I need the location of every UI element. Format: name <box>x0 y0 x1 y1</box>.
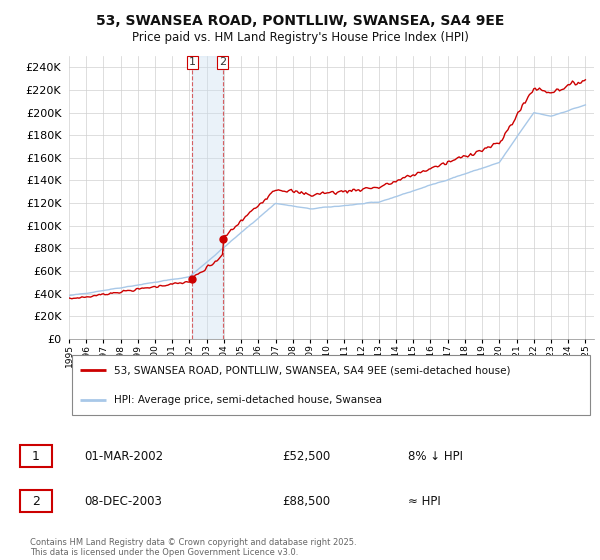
Text: Price paid vs. HM Land Registry's House Price Index (HPI): Price paid vs. HM Land Registry's House … <box>131 31 469 44</box>
Text: £52,500: £52,500 <box>282 450 330 463</box>
Text: 1: 1 <box>189 58 196 67</box>
Text: £88,500: £88,500 <box>282 494 330 508</box>
Text: 1: 1 <box>32 450 40 463</box>
Text: 2: 2 <box>219 58 226 67</box>
Text: 2: 2 <box>32 494 40 508</box>
Text: 53, SWANSEA ROAD, PONTLLIW, SWANSEA, SA4 9EE: 53, SWANSEA ROAD, PONTLLIW, SWANSEA, SA4… <box>96 14 504 28</box>
Text: 01-MAR-2002: 01-MAR-2002 <box>84 450 163 463</box>
FancyBboxPatch shape <box>71 356 590 414</box>
Text: Contains HM Land Registry data © Crown copyright and database right 2025.
This d: Contains HM Land Registry data © Crown c… <box>30 538 356 557</box>
Text: ≈ HPI: ≈ HPI <box>408 494 441 508</box>
Text: 8% ↓ HPI: 8% ↓ HPI <box>408 450 463 463</box>
FancyBboxPatch shape <box>20 490 52 512</box>
Text: 53, SWANSEA ROAD, PONTLLIW, SWANSEA, SA4 9EE (semi-detached house): 53, SWANSEA ROAD, PONTLLIW, SWANSEA, SA4… <box>113 365 510 375</box>
Bar <box>193 56 223 339</box>
FancyBboxPatch shape <box>20 445 52 468</box>
Text: 08-DEC-2003: 08-DEC-2003 <box>84 494 162 508</box>
Text: HPI: Average price, semi-detached house, Swansea: HPI: Average price, semi-detached house,… <box>113 395 382 405</box>
